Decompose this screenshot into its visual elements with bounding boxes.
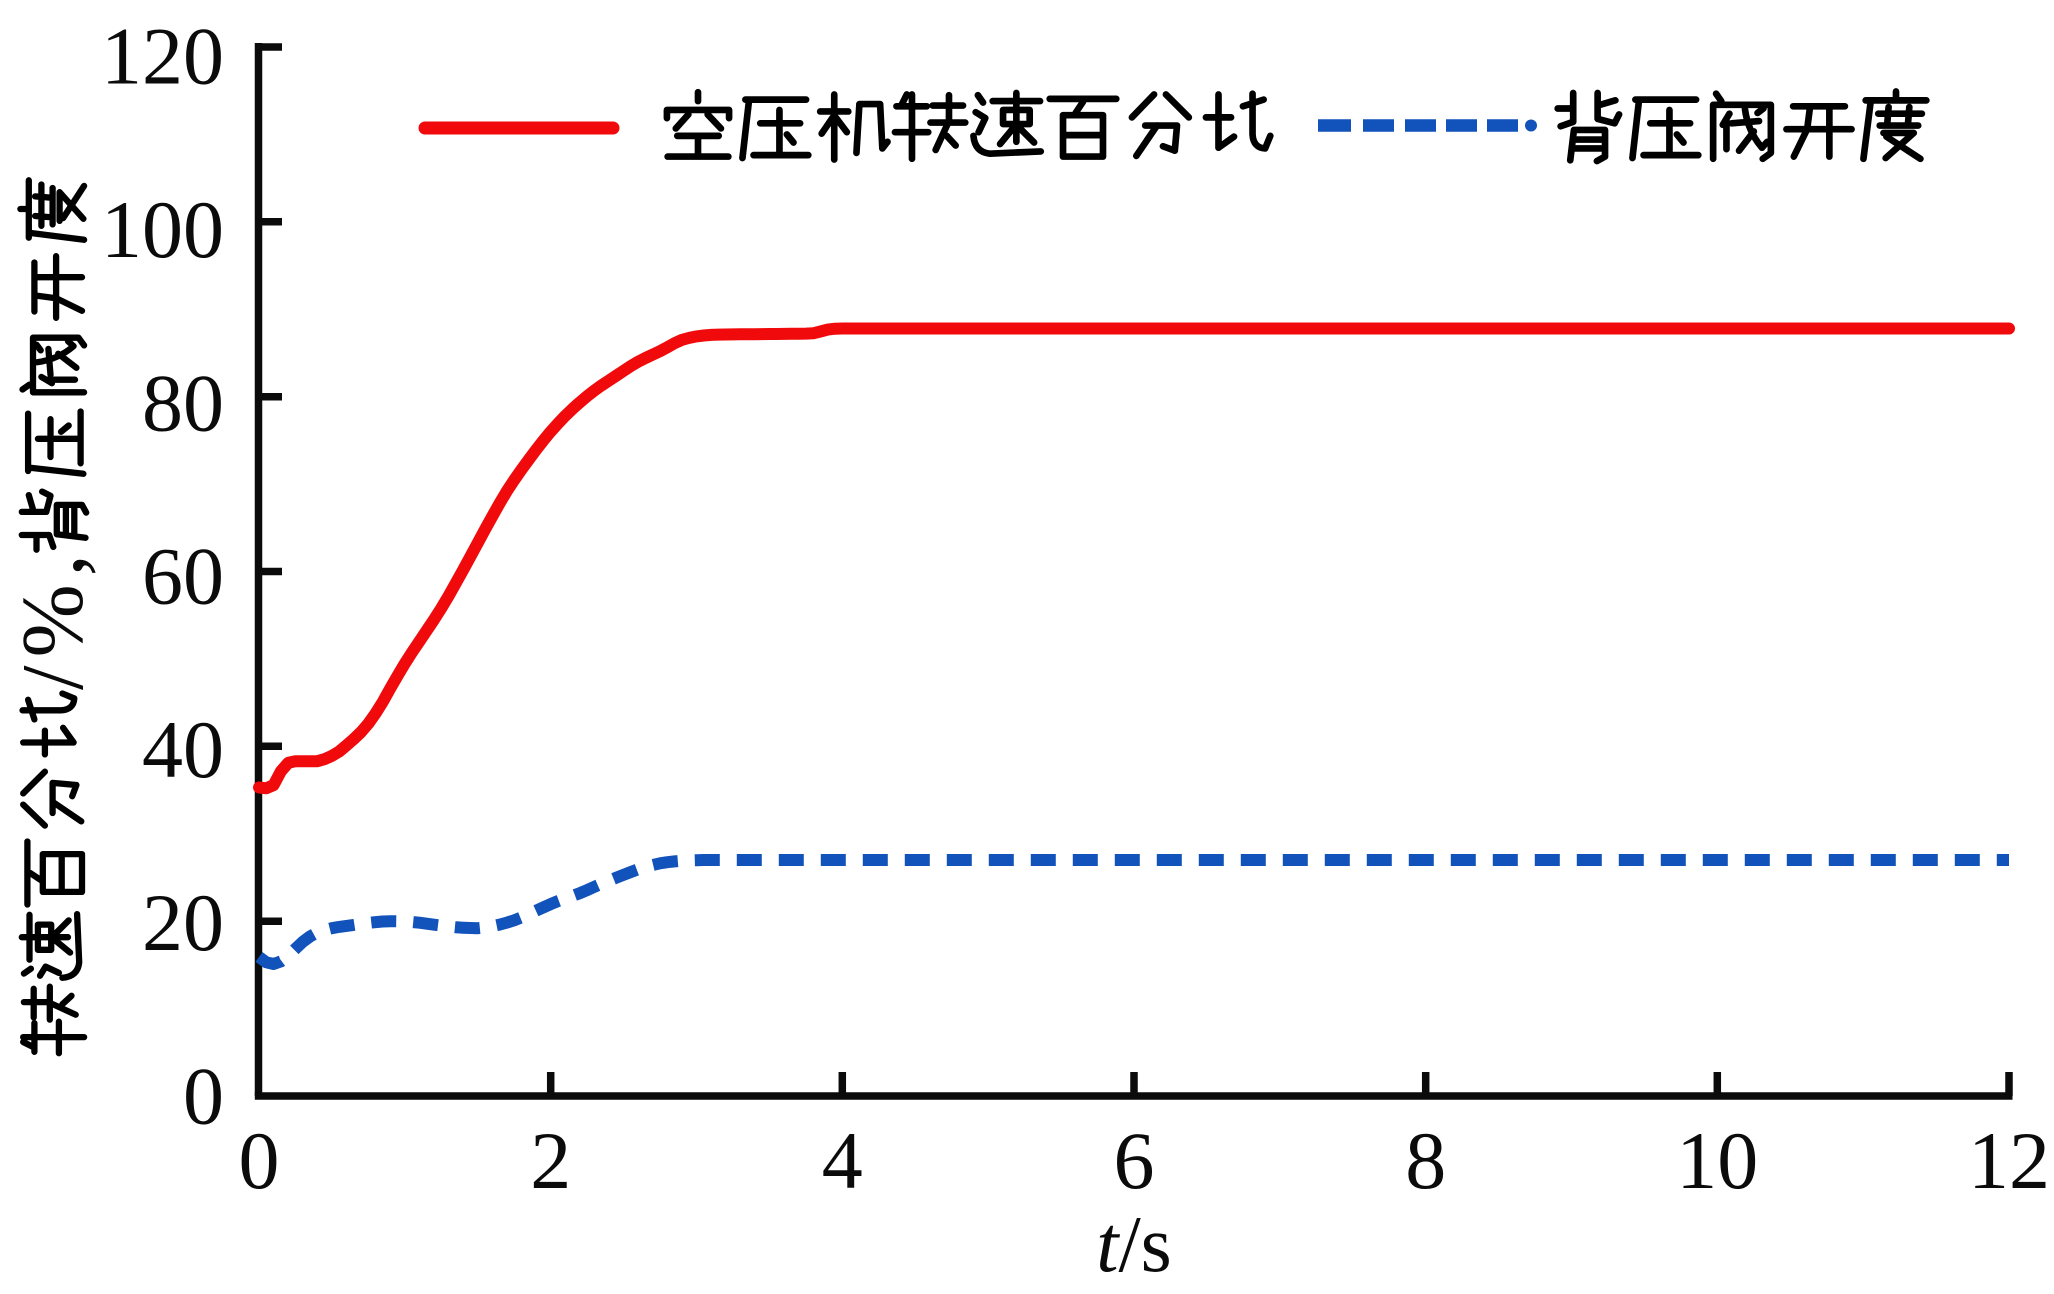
svg-text:0: 0	[239, 1115, 280, 1206]
svg-text:20: 20	[142, 877, 224, 968]
svg-text:/%,: /%,	[5, 546, 102, 690]
svg-text:t/s: t/s	[1096, 1201, 1172, 1289]
svg-text:40: 40	[142, 704, 224, 795]
svg-text:4: 4	[822, 1115, 863, 1206]
svg-text:60: 60	[142, 531, 224, 622]
svg-text:2: 2	[530, 1115, 571, 1206]
svg-text:100: 100	[101, 184, 224, 275]
svg-text:80: 80	[142, 357, 224, 448]
svg-text:120: 120	[101, 11, 224, 102]
svg-text:0: 0	[183, 1051, 224, 1142]
svg-text:8: 8	[1405, 1115, 1446, 1206]
svg-text:6: 6	[1114, 1115, 1155, 1206]
svg-text:12: 12	[1968, 1115, 2050, 1206]
svg-text:10: 10	[1676, 1115, 1758, 1206]
